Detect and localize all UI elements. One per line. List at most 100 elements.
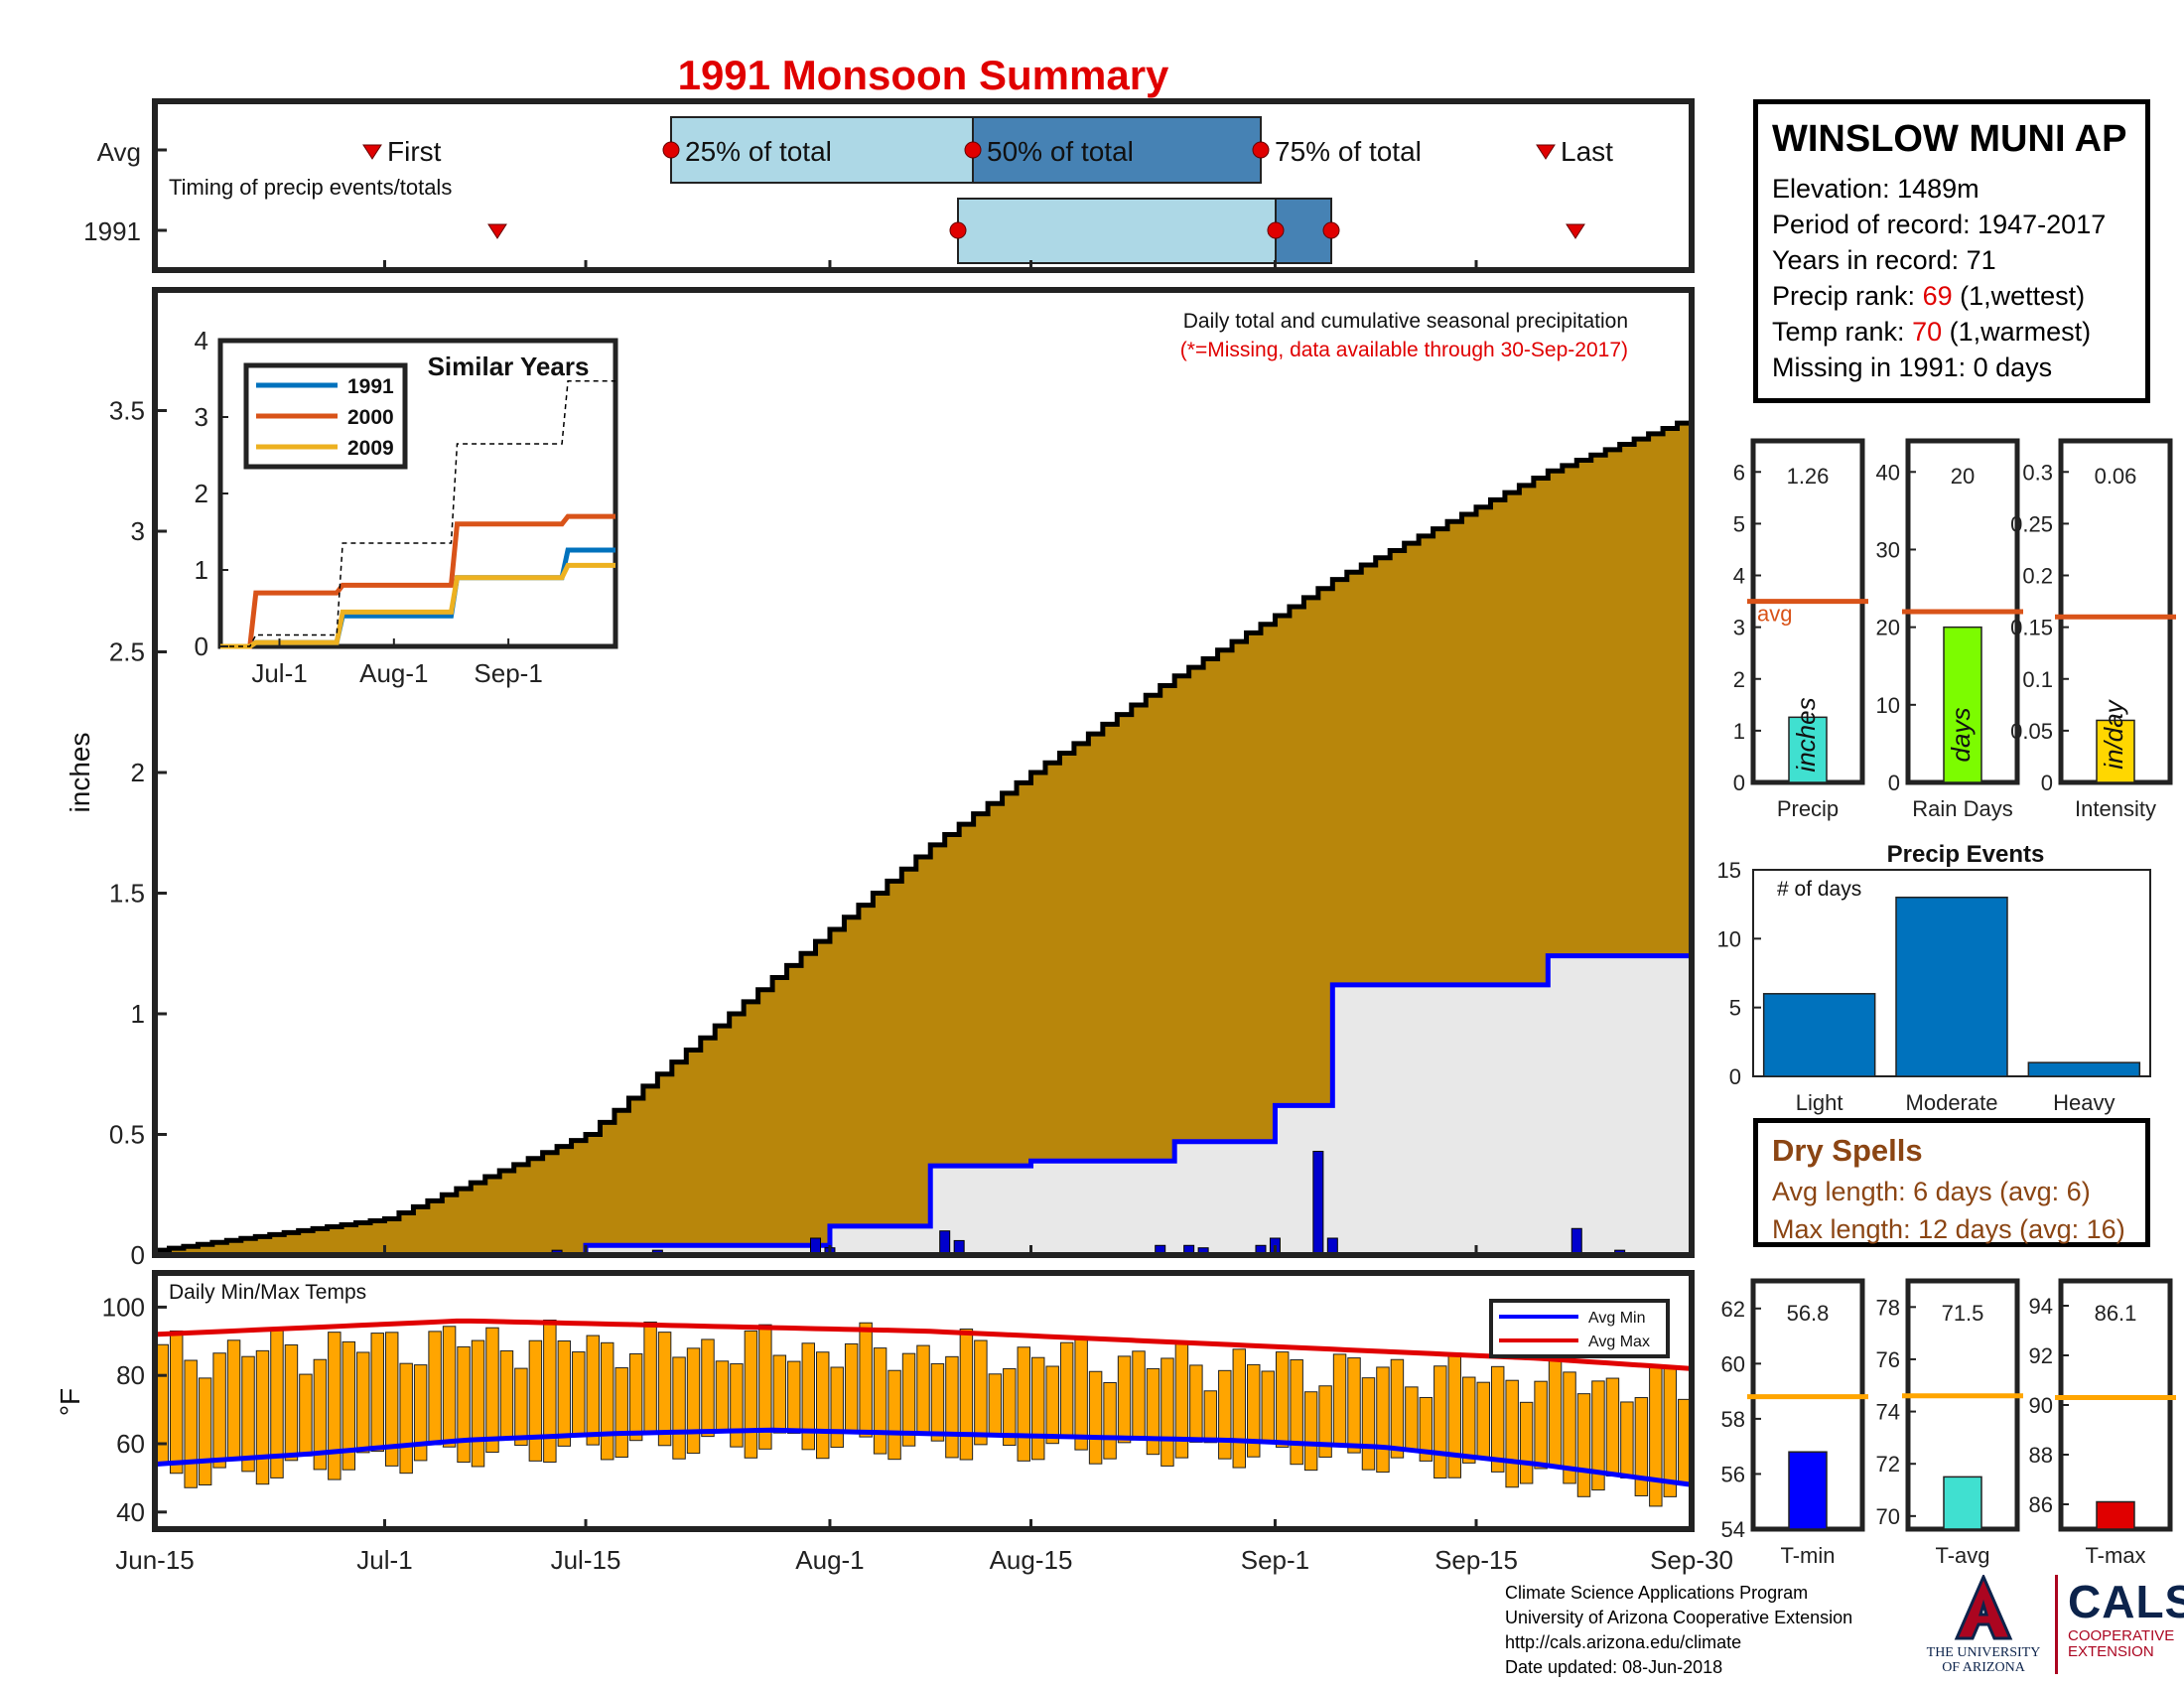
season-value-label: 20 xyxy=(1951,464,1975,489)
daily-temp-bar xyxy=(1620,1401,1634,1478)
first-label: First xyxy=(387,136,442,167)
daily-temp-bar xyxy=(1519,1401,1534,1484)
x-tick-label: Aug-15 xyxy=(990,1545,1073,1575)
daily-temp-bar xyxy=(815,1351,830,1460)
season-y-tick-label: 0.1 xyxy=(2022,667,2053,692)
main-chart-title-line2: (*=Missing, data available through 30-Se… xyxy=(1180,339,1628,361)
season-y-tick-label: 1 xyxy=(1733,719,1745,744)
pct25-label: 25% of total xyxy=(685,136,832,167)
temp-season-y-tick-label: 90 xyxy=(2029,1393,2053,1418)
station-name: WINSLOW MUNI AP xyxy=(1772,118,2127,160)
daily-temp-bar xyxy=(1476,1381,1490,1459)
season-y-tick-label: 20 xyxy=(1876,616,1900,640)
avg-first-marker xyxy=(362,144,382,160)
main-y-tick-label: 3.5 xyxy=(109,396,145,426)
daily-temp-bar xyxy=(686,1347,701,1455)
daily-temp-bar xyxy=(1563,1371,1576,1484)
daily-temp-bar xyxy=(1059,1341,1074,1438)
year-first-marker xyxy=(487,223,507,239)
daily-temp-bar xyxy=(543,1319,557,1464)
daily-temp-bar xyxy=(1088,1370,1103,1465)
main-y-tick-label: 0 xyxy=(131,1240,145,1270)
year-cumulative-area xyxy=(155,950,1692,1255)
timing-avg-row-label: Avg xyxy=(97,137,141,167)
season-bar-1 xyxy=(1943,626,1982,783)
x-tick-label: Jul-1 xyxy=(356,1545,412,1575)
avg-cumulative-step-line xyxy=(155,417,1695,1253)
daily-temp-bar xyxy=(873,1347,887,1455)
daily-temp-bar xyxy=(1074,1336,1088,1451)
season-unit-label: in/day xyxy=(2099,698,2128,769)
season-y-tick-label: 40 xyxy=(1876,460,1900,485)
temp-legend-min: Avg Min xyxy=(1588,1310,1646,1327)
dry-spells-avg: Avg length: 6 days (avg: 6) xyxy=(1772,1177,2091,1206)
year-last-marker xyxy=(1566,223,1585,239)
x-tick-label: Sep-30 xyxy=(1650,1545,1733,1575)
credits-line3[interactable]: http://cals.arizona.edu/climate xyxy=(1505,1632,1742,1652)
daily-temp-bar xyxy=(1261,1370,1275,1444)
temp-y-tick-label: 40 xyxy=(116,1497,145,1527)
temp-season-y-tick-label: 74 xyxy=(1876,1400,1900,1425)
season-bar-2 xyxy=(2096,719,2135,783)
daily-temp-bar xyxy=(1275,1351,1290,1448)
temp-season-y-tick-label: 58 xyxy=(1721,1407,1745,1432)
daily-temp-bar xyxy=(1017,1346,1031,1462)
x-tick-label: Aug-1 xyxy=(795,1545,864,1575)
last-label: Last xyxy=(1561,136,1613,167)
season-bar-0 xyxy=(1788,716,1828,783)
avg-max-line xyxy=(154,1318,1693,1371)
events-y-tick-label: 0 xyxy=(1729,1064,1741,1089)
daily-temp-bar xyxy=(284,1343,299,1462)
daily-temp-bar xyxy=(1132,1350,1146,1441)
temp-plot-frame xyxy=(152,1270,1695,1532)
daily-temp-bar xyxy=(1663,1367,1678,1497)
daily-temp-bar xyxy=(1290,1358,1303,1466)
timing-panel: Avg 1991 Timing of precip events/totals … xyxy=(83,98,1695,273)
daily-temp-bar xyxy=(328,1332,341,1480)
credits-line4: Date updated: 08-Jun-2018 xyxy=(1505,1657,1723,1677)
avg-cumulative-area xyxy=(155,417,1692,1255)
inset-y-tick-label: 0 xyxy=(195,632,208,661)
daily-temp-bar xyxy=(1534,1380,1548,1470)
avg-last-marker xyxy=(1536,144,1556,160)
cals-sub1: COOPERATIVE xyxy=(2068,1627,2175,1644)
daily-temp-bar xyxy=(1189,1364,1203,1443)
daily-temp-bar xyxy=(1361,1377,1376,1471)
inset-x-tick-label: Jul-1 xyxy=(251,658,307,688)
daily-temp-bar xyxy=(643,1321,657,1434)
daily-temp-bar xyxy=(730,1363,744,1448)
season-avg-label: avg xyxy=(1757,602,1792,627)
inset-line-2000 xyxy=(220,513,615,649)
station-years: Years in record: 71 xyxy=(1772,245,1996,275)
daily-temp-bar xyxy=(672,1356,686,1460)
daily-temp-bar xyxy=(930,1362,945,1442)
daily-temp-bar xyxy=(1160,1357,1174,1467)
temp-rank-note: (1,warmest) xyxy=(1942,317,2092,347)
daily-temp-bar xyxy=(787,1360,801,1434)
temp-y-tick-label: 80 xyxy=(116,1360,145,1390)
season-y-tick-label: 2 xyxy=(1733,667,1745,692)
events-title: Precip Events xyxy=(1887,841,2045,868)
daily-temp-bar xyxy=(413,1364,428,1462)
season-unit-label: days xyxy=(1946,708,1976,763)
pct50-label: 50% of total xyxy=(987,136,1134,167)
daily-temp-bar xyxy=(313,1358,328,1471)
year-50-75-box xyxy=(1275,198,1332,264)
daily-temp-bar xyxy=(184,1359,198,1488)
cals-sub2: EXTENSION xyxy=(2068,1643,2154,1660)
dry-spells-box: Dry Spells Avg length: 6 days (avg: 6) M… xyxy=(1753,1118,2150,1247)
season-y-tick-label: 0 xyxy=(2041,771,2053,795)
temp-season-bars: 54 56 58 60 62 56.8 T-min 70 72 74 76 78 71.5 T-avg 86… xyxy=(1721,1278,2176,1568)
main-yticks: 0 0.5 1 1.5 2 2.5 3 3.5 xyxy=(109,396,167,1270)
x-tick-label: Sep-15 xyxy=(1434,1545,1518,1575)
temp-season-y-tick-label: 62 xyxy=(1721,1297,1745,1322)
inset-legend-2009: 2009 xyxy=(347,437,394,460)
x-tick-label: Jun-15 xyxy=(115,1545,195,1575)
inset-y-tick-label: 4 xyxy=(195,326,208,355)
event-bar-light xyxy=(1762,993,1876,1077)
ua-name: THE UNIVERSITY OF ARIZONA xyxy=(1926,1645,2041,1675)
daily-temp-bar xyxy=(499,1349,514,1440)
temp-chart: Daily Min/Max Temps °F Avg Min Avg Max 4… xyxy=(55,1270,1695,1532)
timing-year-row-label: 1991 xyxy=(83,216,141,246)
